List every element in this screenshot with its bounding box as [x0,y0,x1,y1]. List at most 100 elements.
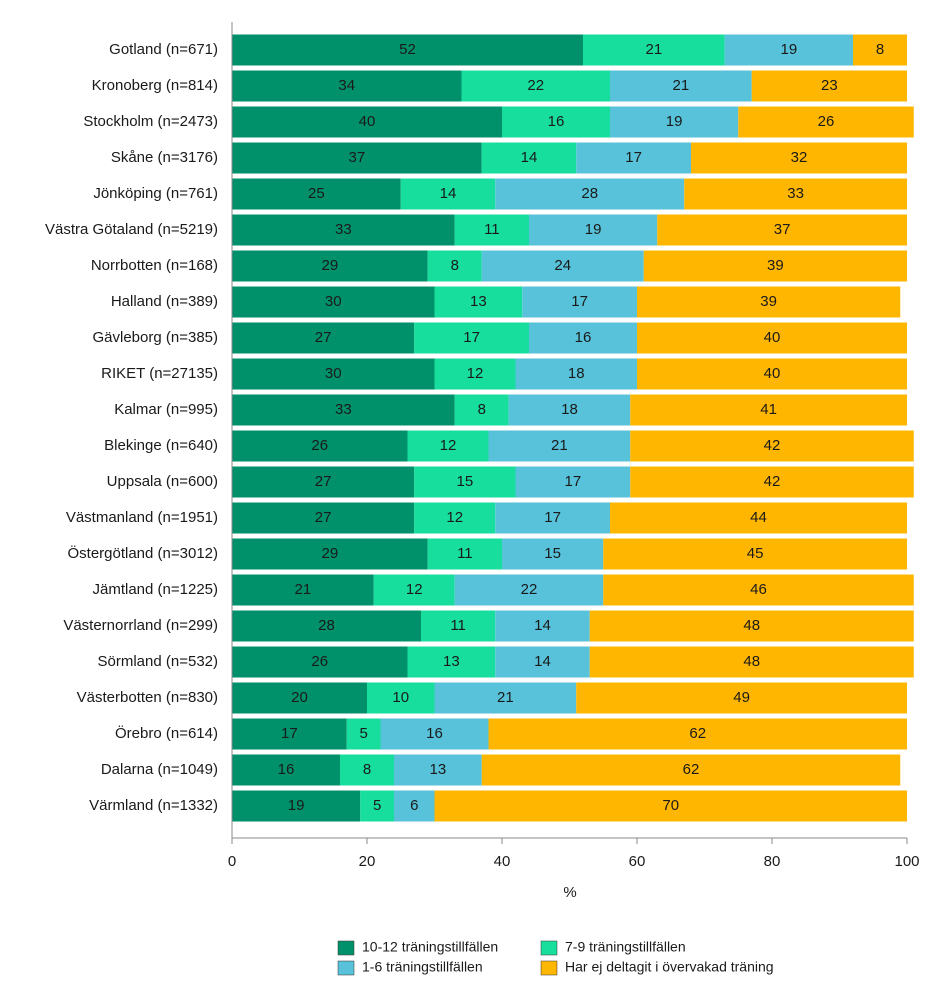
value-label: 8 [451,257,459,274]
bar-segment [643,250,907,282]
bar-segment [232,754,340,786]
bar-segment [232,214,455,246]
bar-segment [454,214,529,246]
value-label: 46 [750,581,767,598]
category-label: Uppsala (n=600) [107,473,218,490]
value-label: 23 [821,77,838,94]
bar-segment [407,430,489,462]
category-label: Västmanland (n=1951) [66,509,218,526]
bar-segment [515,466,631,498]
bar-segment [454,394,509,426]
bar-segment [691,142,907,174]
x-tick-label: 0 [228,853,236,870]
value-label: 20 [291,689,308,706]
value-label: 27 [315,509,332,526]
bar-segment [657,214,907,246]
value-label: 17 [625,149,642,166]
value-label: 37 [774,221,791,238]
category-label: Dalarna (n=1049) [101,761,218,778]
value-label: 28 [581,185,598,202]
bar-segment [724,34,853,66]
bar-segment [529,322,637,354]
bar-segment [637,286,901,318]
bar-segment [232,718,347,750]
value-label: 8 [478,401,486,418]
value-label: 42 [764,473,781,490]
bar-segment [502,538,604,570]
category-label: Östergötland (n=3012) [67,544,218,562]
bar-segment [232,790,361,822]
legend-swatch [540,940,558,956]
value-label: 40 [359,113,376,130]
legend-label: Har ej deltagit i övervakad träning [565,959,774,975]
category-label: Värmland (n=1332) [89,797,218,814]
bar-segment [232,142,482,174]
category-label: Halland (n=389) [111,293,218,310]
value-label: 42 [764,437,781,454]
category-label: Jönköping (n=761) [93,185,218,202]
bar-segment [738,106,914,138]
bar-segment [232,178,401,210]
value-label: 41 [760,401,777,418]
value-label: 19 [585,221,602,238]
value-label: 21 [295,581,312,598]
bar-segment [488,430,631,462]
value-label: 48 [743,617,760,634]
category-label: Västerbotten (n=830) [77,689,218,706]
x-tick-label: 20 [359,853,376,870]
bar-segment [508,394,631,426]
value-label: 17 [571,293,588,310]
bar-segment [367,682,435,714]
value-label: 6 [410,797,418,814]
category-label: Blekinge (n=640) [104,437,218,454]
value-label: 12 [406,581,423,598]
value-label: 16 [575,329,592,346]
value-label: 16 [426,725,443,742]
value-label: 21 [497,689,514,706]
legend-label: 10-12 träningstillfällen [362,939,498,955]
value-label: 22 [527,77,544,94]
bar-segment [414,322,529,354]
bar-segment [576,682,907,714]
bar-segment [414,502,496,534]
value-label: 8 [363,761,371,778]
bar-segment [522,286,637,318]
value-label: 14 [534,617,551,634]
bar-segment [751,70,907,102]
bar-segment [589,610,914,642]
value-label: 15 [457,473,474,490]
bar-segment [461,70,610,102]
value-label: 17 [544,509,561,526]
bar-segment [373,574,455,606]
bar-segment [630,466,914,498]
x-tick-label: 100 [894,853,919,870]
value-label: 5 [359,725,367,742]
value-label: 17 [281,725,298,742]
value-label: 17 [565,473,582,490]
bar-segment [610,106,739,138]
value-label: 22 [521,581,538,598]
bar-segment [414,466,516,498]
x-tick-label: 80 [764,853,781,870]
value-label: 26 [818,113,835,130]
bar-segment [853,34,907,66]
value-label: 44 [750,509,767,526]
legend-label: 7-9 träningstillfällen [565,939,686,955]
value-label: 17 [463,329,480,346]
category-label: Sörmland (n=532) [98,653,218,670]
value-label: 11 [484,221,500,238]
value-label: 49 [733,689,750,706]
value-label: 11 [457,545,473,562]
value-label: 25 [308,185,325,202]
bar-segment [232,466,415,498]
category-label: RIKET (n=27135) [101,365,218,382]
bar-segment [589,646,914,678]
bar-segment [394,754,482,786]
bar-segment [502,106,610,138]
value-label: 19 [781,41,798,58]
bar-segment [232,430,408,462]
bar-segment [684,178,907,210]
bar-segment [495,610,590,642]
legend-swatch [337,960,355,976]
bar-segment [529,214,658,246]
